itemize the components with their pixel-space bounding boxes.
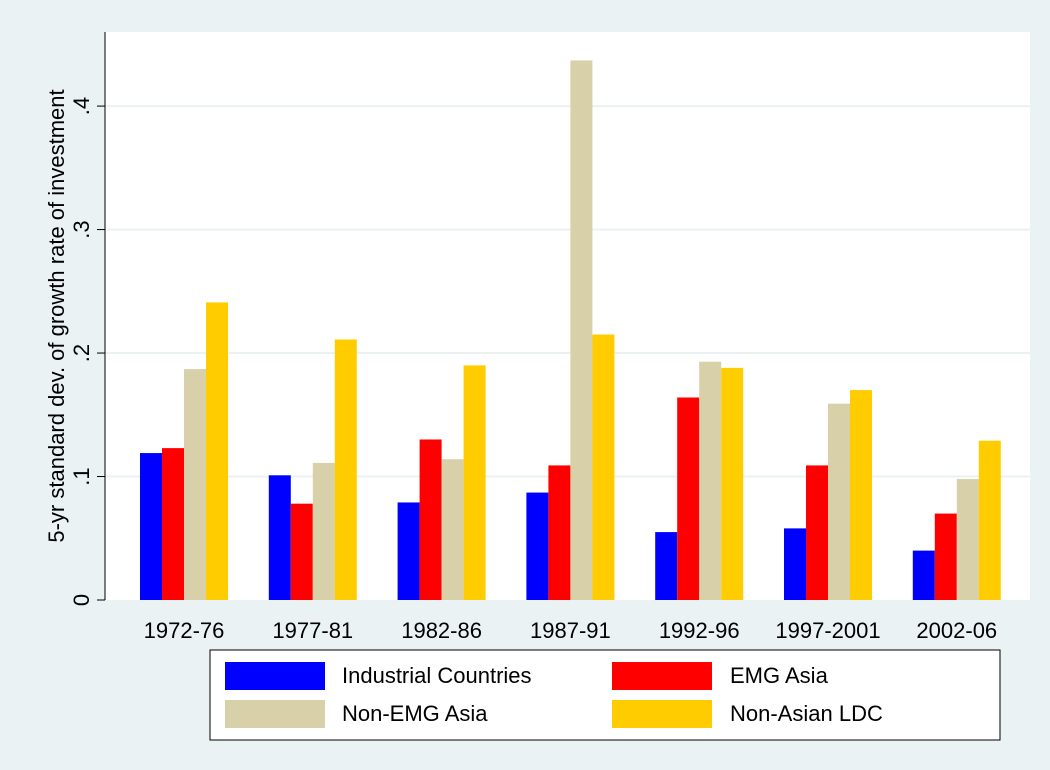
legend <box>209 649 1001 741</box>
bar <box>419 439 442 600</box>
bar <box>548 465 571 600</box>
bar <box>784 528 806 600</box>
bar <box>463 365 486 600</box>
bar <box>140 453 162 600</box>
bar <box>655 532 678 600</box>
bar <box>934 513 957 600</box>
y-tick-label: .2 <box>69 344 94 362</box>
y-tick-label: .3 <box>69 220 94 238</box>
legend-swatch <box>612 700 712 728</box>
bar <box>828 403 850 600</box>
bar <box>677 397 700 600</box>
legend-swatch <box>225 700 325 728</box>
legend-label: Non-EMG Asia <box>342 701 488 726</box>
bar <box>334 339 357 600</box>
bar <box>162 448 184 600</box>
x-tick-label: 1987-91 <box>530 618 611 643</box>
legend-label: Industrial Countries <box>342 663 532 688</box>
bar <box>570 60 593 600</box>
bar <box>912 550 935 600</box>
bar <box>290 503 313 600</box>
x-tick-label: 2002-06 <box>916 618 997 643</box>
bar <box>956 478 979 600</box>
x-tick-label: 1982-86 <box>401 618 482 643</box>
legend-swatch <box>612 662 712 690</box>
bar <box>441 459 464 600</box>
bar <box>978 440 1001 600</box>
bar <box>699 361 722 600</box>
bar <box>806 465 828 600</box>
bar <box>721 367 744 600</box>
legend-swatch <box>225 662 325 690</box>
bar <box>397 502 420 600</box>
y-tick-label: .4 <box>69 97 94 115</box>
bar <box>312 462 335 600</box>
bar <box>206 302 228 600</box>
bar <box>184 369 206 600</box>
x-tick-label: 1997-2001 <box>775 618 880 643</box>
y-axis-label: 5-yr standard dev. of growth rate of inv… <box>44 89 69 542</box>
x-tick-label: 1977-81 <box>272 618 353 643</box>
bar <box>268 475 291 600</box>
y-tick-label: .1 <box>69 467 94 485</box>
x-tick-label: 1992-96 <box>659 618 740 643</box>
legend-label: Non-Asian LDC <box>730 701 883 726</box>
bar <box>592 334 615 600</box>
legend-label: EMG Asia <box>730 663 829 688</box>
x-tick-label: 1972-76 <box>144 618 225 643</box>
bar <box>850 390 872 600</box>
bar <box>526 492 549 600</box>
y-tick-label: 0 <box>69 594 94 606</box>
